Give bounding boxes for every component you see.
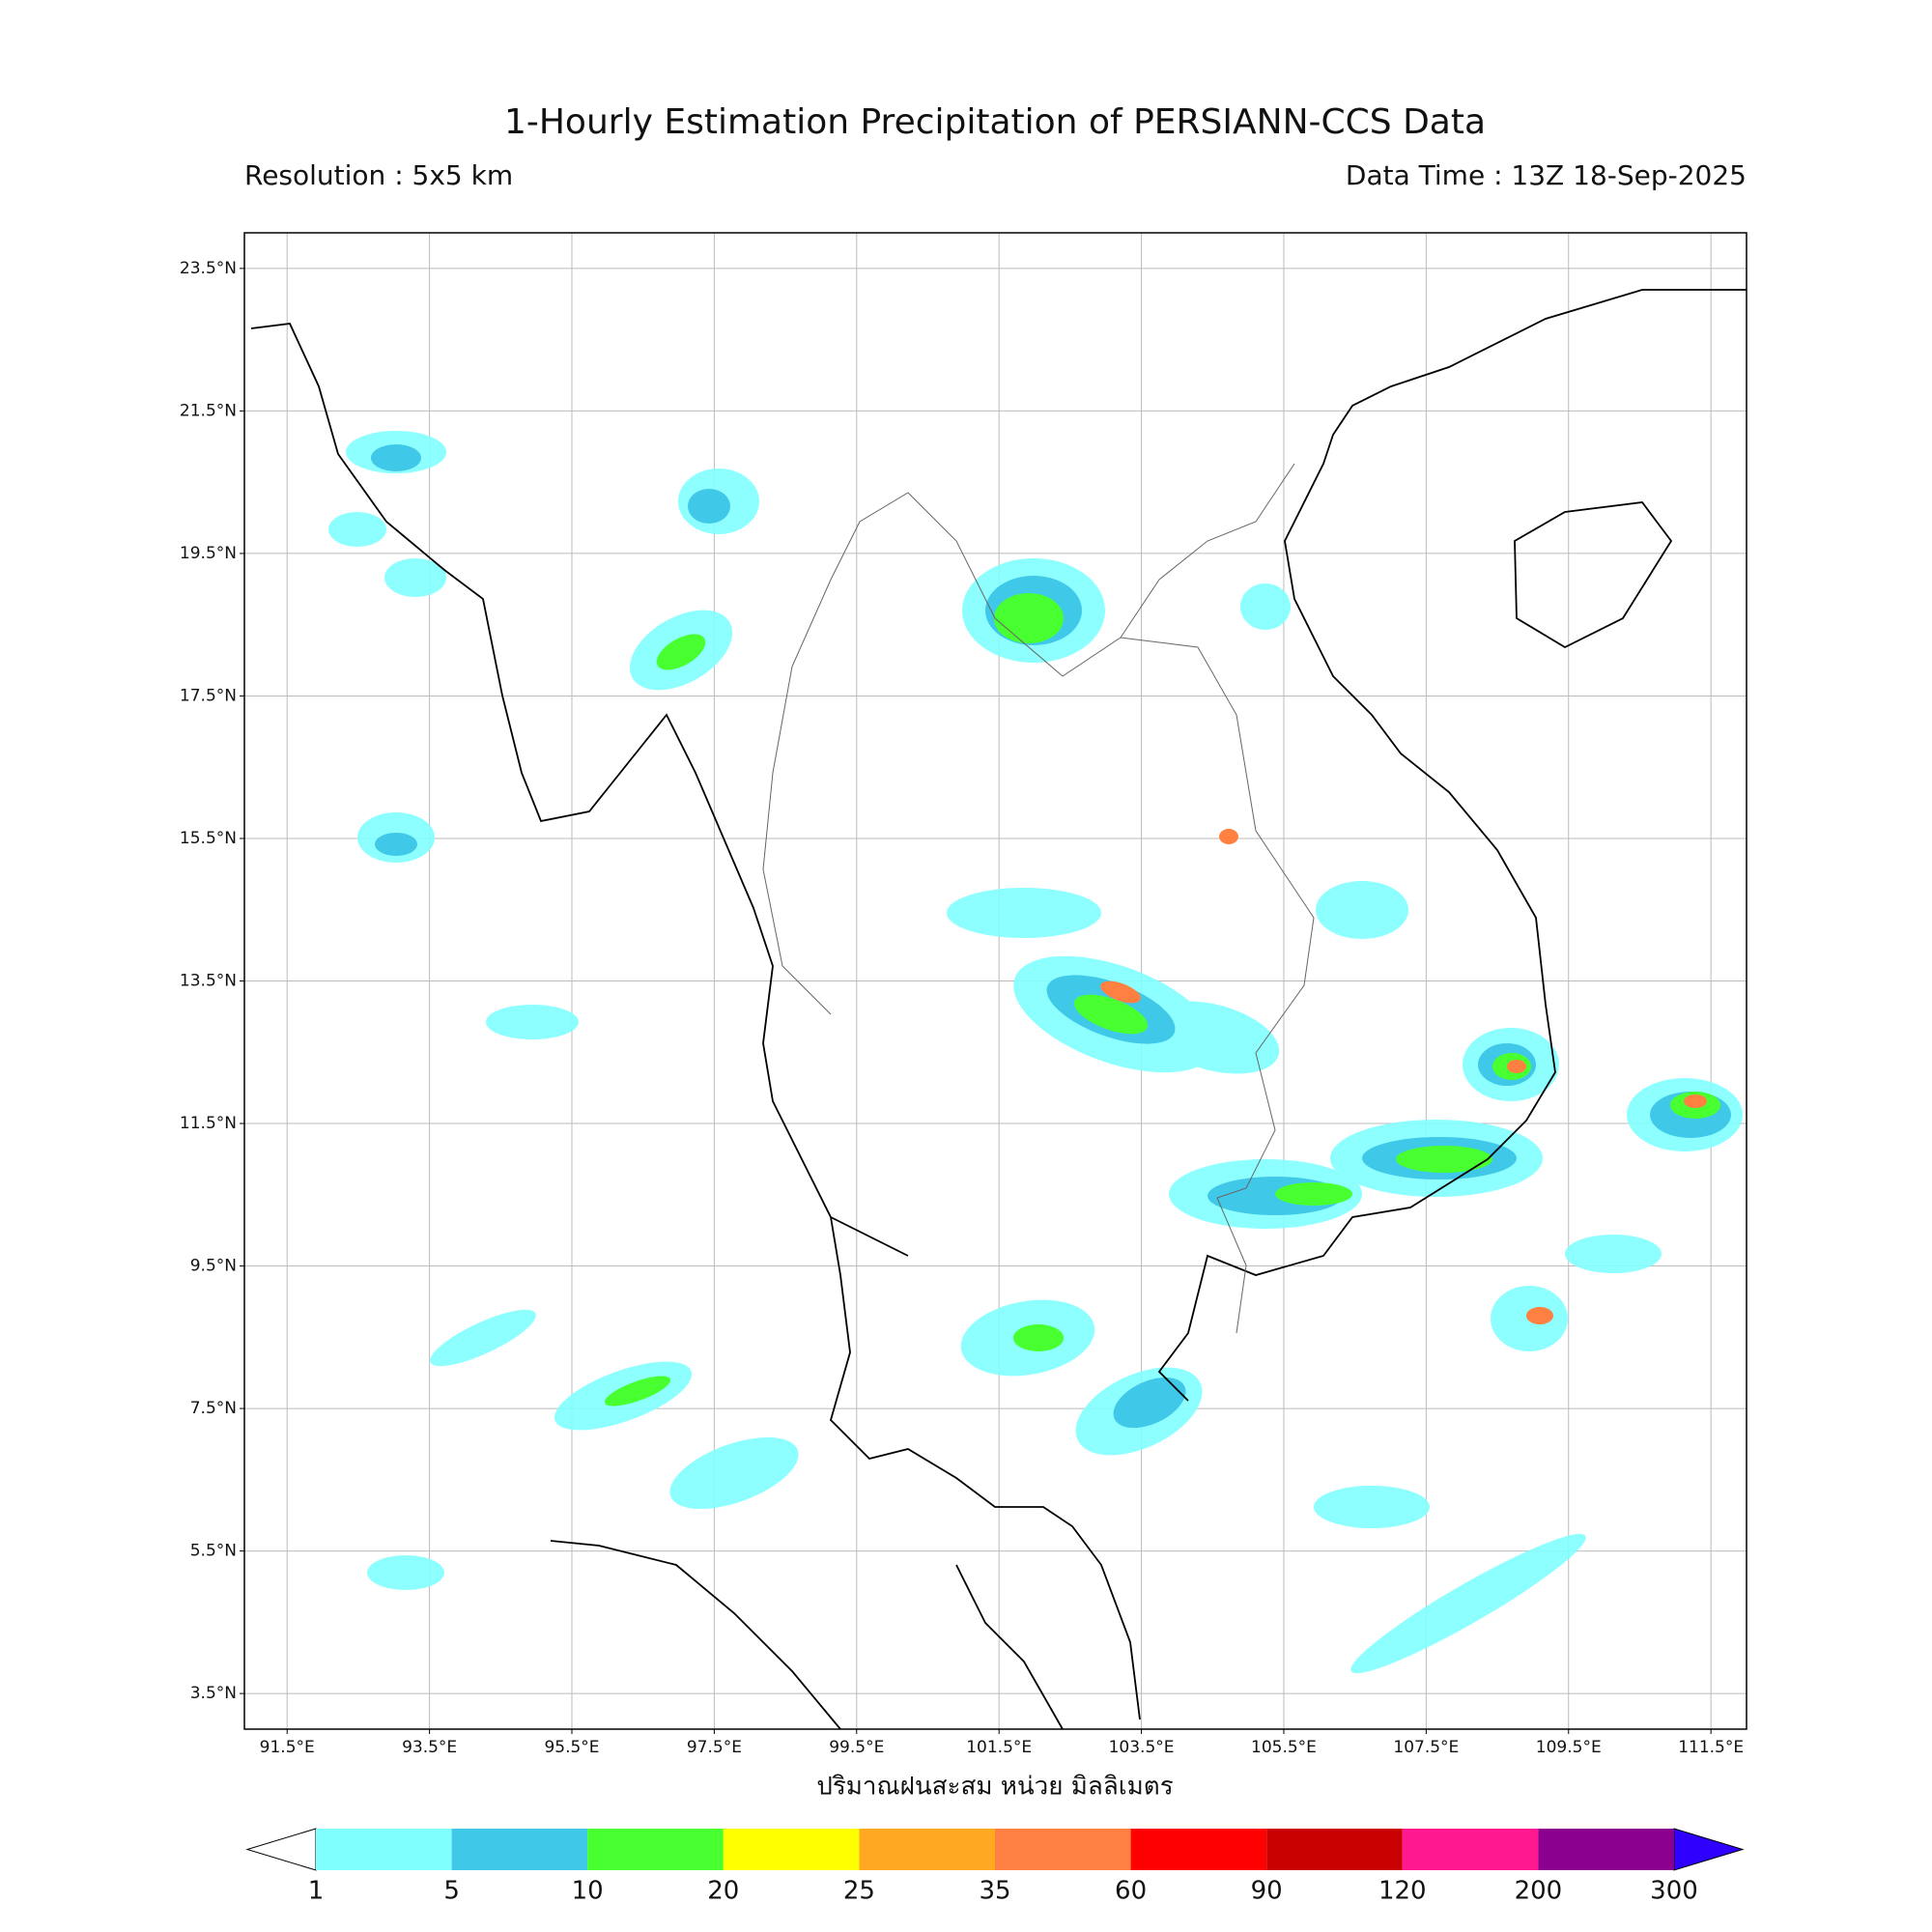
colorbar-tick-label: 120 bbox=[1378, 1877, 1427, 1906]
colorbar-bin bbox=[587, 1829, 724, 1870]
colorbar-tick-label: 1 bbox=[308, 1877, 325, 1906]
rain-field bbox=[328, 431, 1743, 1674]
y-tick-label: 11.5°N bbox=[180, 1114, 237, 1133]
colorbar-tick-label: 10 bbox=[572, 1877, 604, 1906]
x-tick-label: 111.5°E bbox=[1678, 1738, 1744, 1757]
colorbar-tick-label: 20 bbox=[707, 1877, 739, 1906]
y-tick-label: 13.5°N bbox=[180, 972, 237, 991]
colorbar-tick-label: 200 bbox=[1515, 1877, 1563, 1906]
colorbar-tick-label: 90 bbox=[1251, 1877, 1283, 1906]
x-tick-label: 105.5°E bbox=[1251, 1738, 1317, 1757]
colorbar-label: ปริมาณฝนสะสม หน่วย มิลลิเมตร bbox=[816, 1773, 1173, 1802]
x-tick-label: 107.5°E bbox=[1393, 1738, 1459, 1757]
colorbar-under bbox=[245, 1828, 317, 1871]
y-tick-label: 17.5°N bbox=[180, 686, 237, 705]
x-tick-label: 97.5°E bbox=[687, 1738, 742, 1757]
coastlines bbox=[250, 289, 1747, 1730]
grid bbox=[244, 233, 1747, 1729]
colorbar-bin bbox=[1538, 1829, 1674, 1870]
colorbar-bin bbox=[723, 1829, 860, 1870]
x-tick-label: 93.5°E bbox=[402, 1738, 457, 1757]
colorbar: 1 5 10 20 25 35 60 90 120 200 300 bbox=[245, 1828, 1745, 1906]
subtitle-right: Data Time : 13Z 18-Sep-2025 bbox=[1346, 159, 1747, 191]
colorbar-tick-label: 35 bbox=[979, 1877, 1010, 1906]
y-tick-label: 3.5°N bbox=[190, 1684, 237, 1703]
colorbar-bin bbox=[995, 1829, 1131, 1870]
title: 1-Hourly Estimation Precipitation of PER… bbox=[504, 102, 1486, 142]
y-tick-label: 21.5°N bbox=[180, 401, 237, 420]
subtitle-left: Resolution : 5x5 km bbox=[244, 159, 513, 191]
y-tick-label: 23.5°N bbox=[180, 259, 237, 278]
y-tick-label: 7.5°N bbox=[190, 1399, 237, 1418]
colorbar-bin bbox=[451, 1829, 588, 1870]
colorbar-tick-label: 60 bbox=[1115, 1877, 1147, 1906]
colorbar-bin bbox=[1130, 1829, 1267, 1870]
colorbar-bin bbox=[1402, 1829, 1539, 1870]
x-tick-label: 109.5°E bbox=[1536, 1738, 1602, 1757]
y-tick-label: 9.5°N bbox=[190, 1257, 237, 1276]
x-tick-label: 101.5°E bbox=[966, 1738, 1032, 1757]
x-tick-label: 95.5°E bbox=[544, 1738, 599, 1757]
colorbar-tick-label: 25 bbox=[843, 1877, 875, 1906]
colorbar-bin bbox=[316, 1829, 452, 1870]
colorbar-bin bbox=[859, 1829, 995, 1870]
colorbar-tick-label: 5 bbox=[443, 1877, 460, 1906]
colorbar-over bbox=[1673, 1828, 1745, 1871]
y-tick-label: 15.5°N bbox=[180, 829, 237, 848]
y-tick-label: 19.5°N bbox=[180, 544, 237, 563]
colorbar-bin bbox=[1266, 1829, 1403, 1870]
y-tick-label: 5.5°N bbox=[190, 1542, 237, 1561]
colorbar-tick-label: 300 bbox=[1650, 1877, 1698, 1906]
x-tick-label: 91.5°E bbox=[260, 1738, 315, 1757]
x-tick-label: 99.5°E bbox=[829, 1738, 884, 1757]
x-tick-label: 103.5°E bbox=[1109, 1738, 1175, 1757]
borders bbox=[762, 463, 1315, 1334]
